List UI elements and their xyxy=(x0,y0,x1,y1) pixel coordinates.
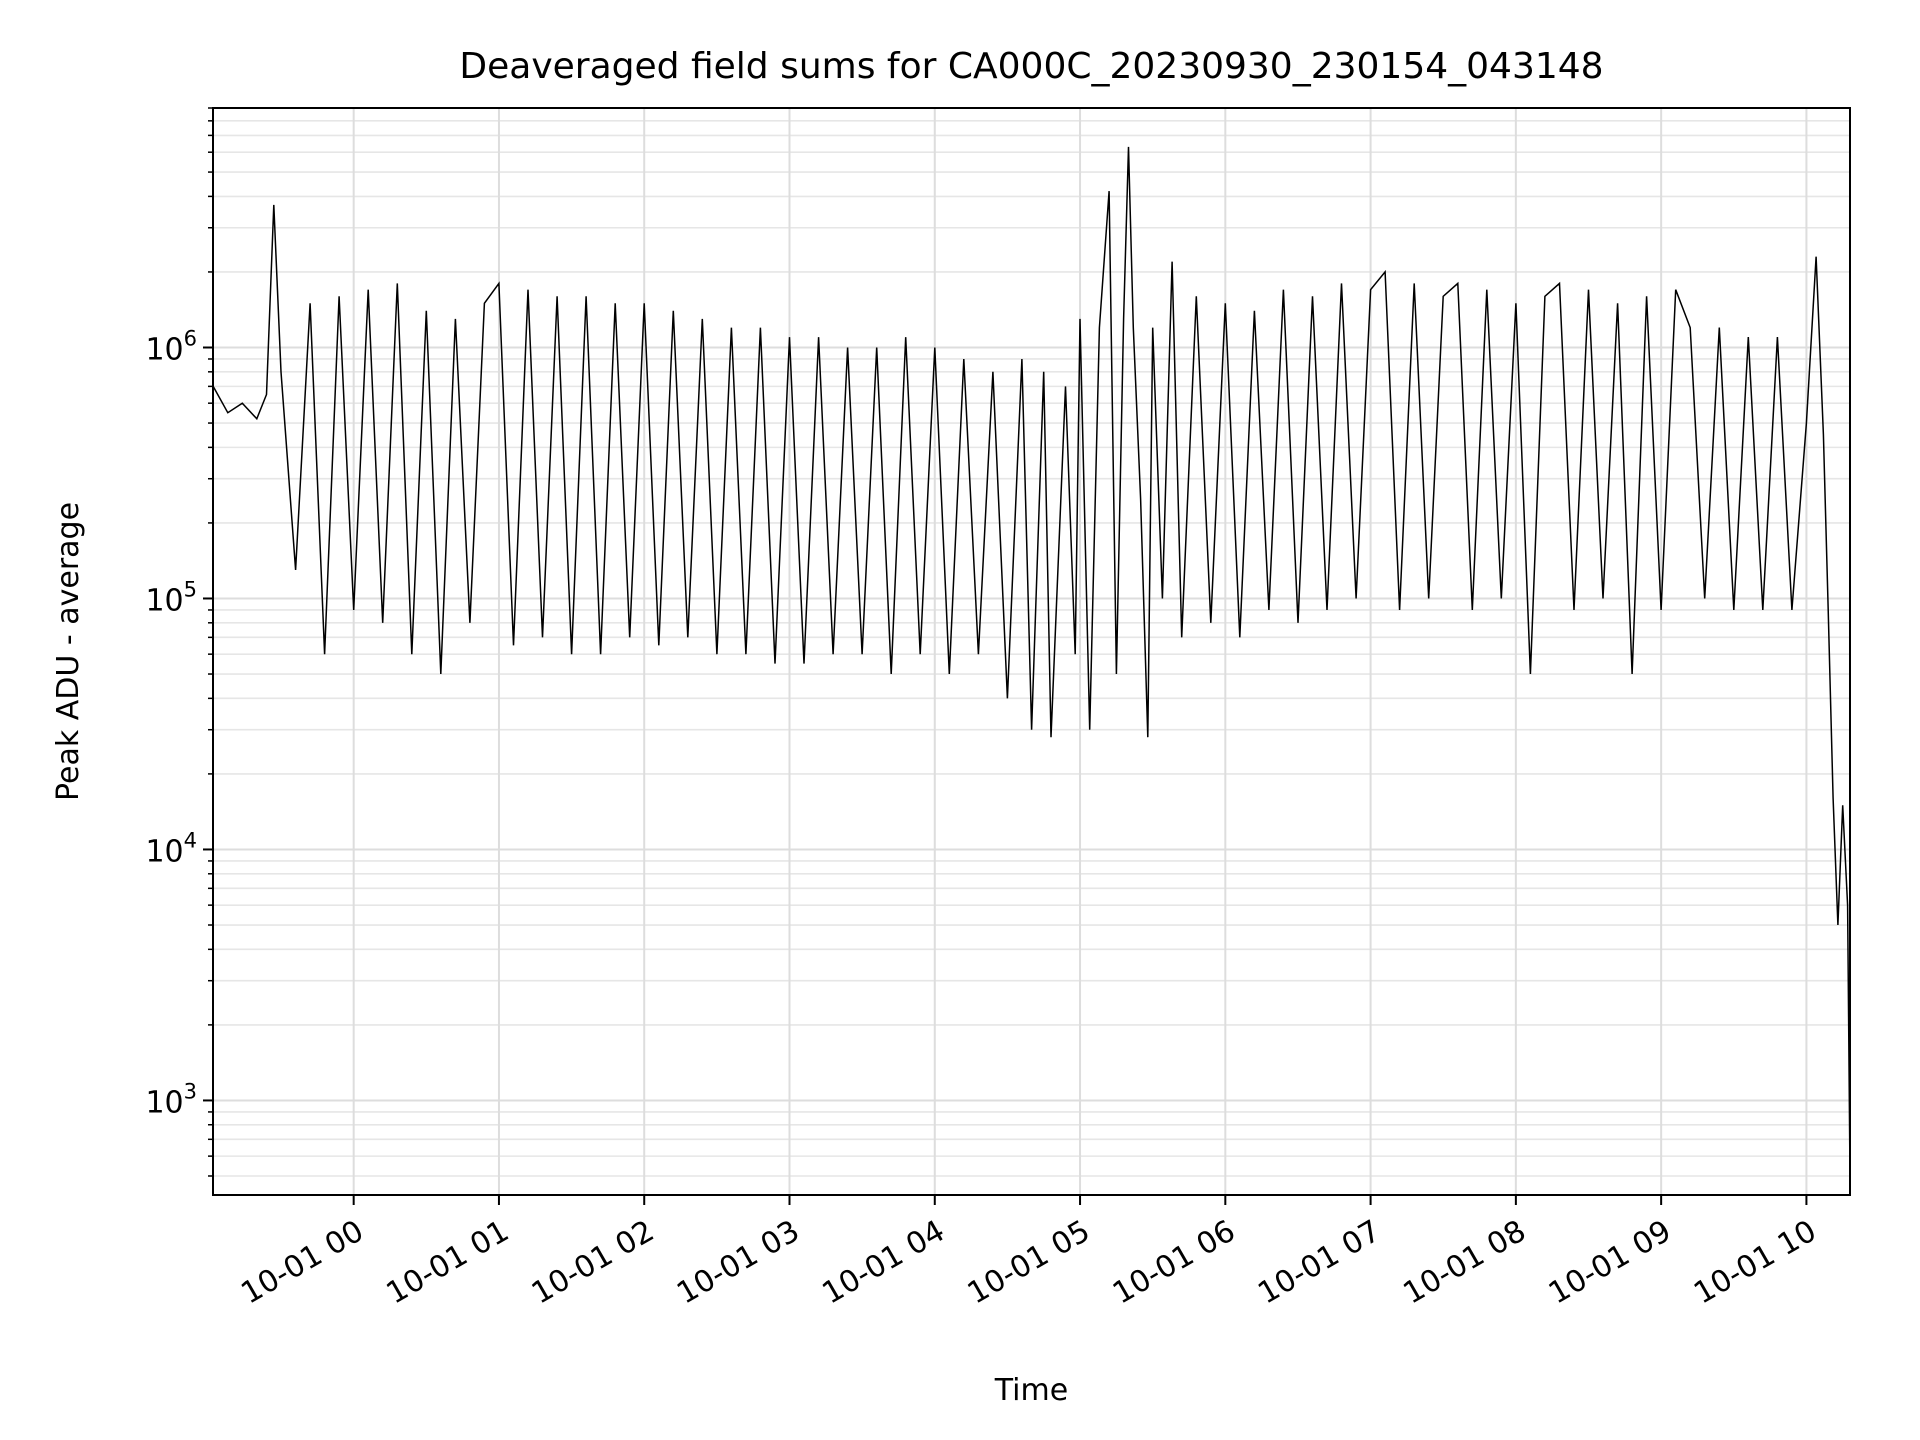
x-tick-label: 10-01 02 xyxy=(526,1214,660,1312)
x-tick-label: 10-01 06 xyxy=(1107,1214,1241,1312)
x-tick-label: 10-01 00 xyxy=(235,1214,369,1312)
y-tick-label: 104 xyxy=(145,828,197,869)
chart-title: Deaveraged field sums for CA000C_2023093… xyxy=(459,46,1603,87)
x-tick-label: 10-01 08 xyxy=(1398,1214,1532,1312)
y-tick-label: 103 xyxy=(145,1079,197,1120)
x-tick-label: 10-01 04 xyxy=(816,1214,950,1312)
y-tick-label: 106 xyxy=(145,326,197,367)
y-axis-label: Peak ADU - average xyxy=(51,502,86,801)
series-line xyxy=(212,146,1851,1177)
x-tick-label: 10-01 05 xyxy=(962,1214,1096,1312)
x-tick-label: 10-01 10 xyxy=(1688,1214,1822,1312)
x-tick-label: 10-01 01 xyxy=(381,1214,515,1312)
series-layer xyxy=(212,146,1851,1177)
grid xyxy=(213,107,1850,1195)
plot-frame xyxy=(212,107,1851,1196)
x-tick-label: 10-01 07 xyxy=(1252,1214,1386,1312)
y-tick-label: 105 xyxy=(145,577,197,618)
x-tick-label: 10-01 09 xyxy=(1543,1214,1677,1312)
x-tick-label: 10-01 03 xyxy=(671,1214,805,1312)
x-axis-label: Time xyxy=(994,1373,1068,1408)
